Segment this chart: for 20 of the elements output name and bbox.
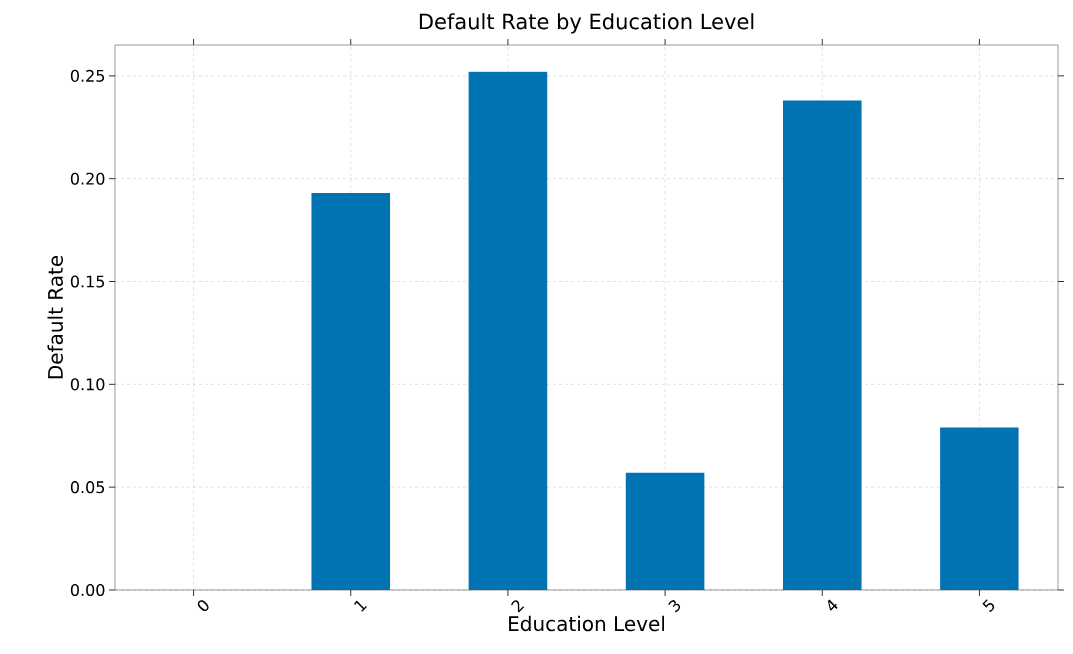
x-tick-label: 5 — [982, 599, 995, 613]
y-tick-label: 0.00 — [70, 583, 105, 597]
y-tick-label: 0.10 — [70, 378, 105, 391]
bar — [311, 193, 391, 590]
bar — [940, 427, 1019, 590]
y-tick-label: 0.25 — [70, 69, 105, 82]
bar — [468, 71, 548, 590]
x-tick-label: 0 — [197, 600, 209, 611]
x-axis-title: Education Level — [509, 615, 665, 632]
x-tick-label: 3 — [668, 600, 681, 613]
chart-title: Default Rate by Education Level — [419, 13, 754, 34]
y-tick-label: 0.15 — [70, 275, 105, 288]
y-axis-title: Default Rate — [47, 255, 63, 379]
y-tick-label: 0.05 — [70, 481, 105, 494]
bar — [782, 100, 862, 590]
y-tick-label: 0.20 — [70, 172, 105, 185]
x-tick-label: 4 — [827, 599, 838, 611]
bar — [625, 472, 705, 590]
x-tick-label: 1 — [354, 600, 367, 612]
x-tick-label: 2 — [511, 600, 525, 613]
